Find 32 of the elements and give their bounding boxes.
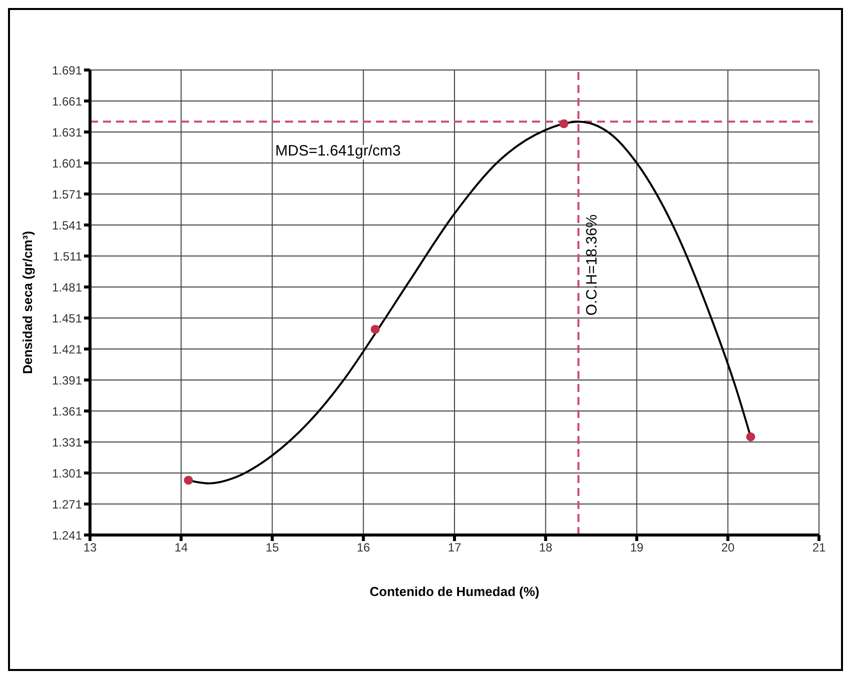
x-tick-label: 13 xyxy=(83,540,97,555)
ref-line-label: O.C.H=18.36% xyxy=(583,214,600,316)
x-tick-label: 16 xyxy=(356,540,370,555)
y-tick-label: 1.301 xyxy=(52,466,82,480)
y-tick-label: 1.451 xyxy=(52,311,82,326)
y-tick-label: 1.241 xyxy=(52,528,82,542)
y-axis-title: Densidad seca (gr/cm³) xyxy=(20,230,35,374)
x-tick-label: 20 xyxy=(721,540,735,555)
y-tick-label: 1.481 xyxy=(52,280,82,294)
x-tick-label: 21 xyxy=(812,540,826,555)
y-tick-label: 1.421 xyxy=(52,342,82,356)
y-tick-label: 1.571 xyxy=(52,187,82,202)
x-tick-label: 19 xyxy=(630,540,644,555)
point xyxy=(184,476,193,485)
x-tick-label: 18 xyxy=(538,540,553,555)
y-tick-label: 1.661 xyxy=(52,94,82,108)
y-tick-label: 1.691 xyxy=(52,63,82,78)
y-tick-label: 1.631 xyxy=(52,125,82,140)
y-tick-label: 1.331 xyxy=(52,435,82,450)
y-tick-label: 1.271 xyxy=(52,497,82,512)
point xyxy=(370,324,380,334)
point xyxy=(559,119,568,128)
point xyxy=(746,432,756,442)
x-tick-label: 17 xyxy=(448,540,462,555)
y-tick-label: 1.541 xyxy=(52,218,82,232)
y-tick-label: 1.601 xyxy=(52,156,82,170)
y-tick-label: 1.361 xyxy=(52,404,82,418)
x-tick-label: 14 xyxy=(174,540,188,555)
x-axis-title: Contenido de Humedad (%) xyxy=(370,584,540,600)
x-tick-label: 15 xyxy=(266,540,280,555)
y-tick-label: 1.511 xyxy=(52,249,82,264)
y-tick-label: 1.391 xyxy=(52,373,82,388)
